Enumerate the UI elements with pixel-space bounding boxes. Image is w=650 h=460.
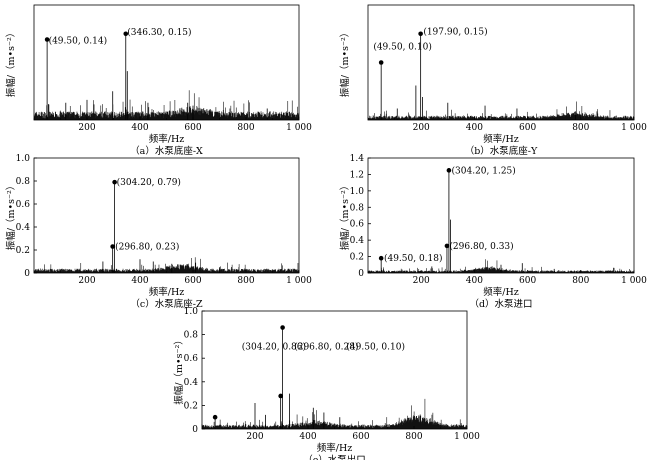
y-tick-label: 0.4 — [16, 223, 31, 233]
y-axis-label: 振幅/（m•s⁻²） — [173, 335, 185, 405]
chart-panel-a: 200 400 600 800 1 000 频率/Hz 振幅/（m•s⁻²） （a）水泵底座-… — [5, 4, 312, 157]
plot-frame — [33, 157, 300, 274]
x-tick-label: 800 — [237, 123, 254, 133]
x-tick-label: 1 000 — [286, 123, 312, 133]
peak-marker — [446, 168, 452, 173]
peak-label: (296.80, 0.28) — [294, 341, 358, 352]
y-tick-label: 0.4 — [350, 236, 365, 246]
panel-caption: （e）水泵出口 — [303, 454, 366, 460]
panel-caption: （c）水泵底座-Z — [130, 298, 203, 310]
y-tick-label: 1.0 — [16, 154, 31, 164]
peak-label: (304.20, 0.79) — [117, 177, 181, 188]
peak-label: (197.90, 0.15) — [423, 26, 487, 37]
x-tick-label: 800 — [572, 276, 589, 286]
panel-caption: （a）水泵底座-X — [130, 145, 203, 157]
x-tick-label: 400 — [466, 123, 483, 133]
peak-label: (49.50, 0.18) — [384, 253, 443, 264]
peak-marker — [444, 243, 450, 249]
chart-panel-b: 200 400 600 800 1 000 频率/Hz 振幅/（m•s⁻²） （b）水泵底座-… — [339, 4, 647, 157]
x-tick-label: 1 000 — [621, 123, 647, 133]
spectrum-trace — [201, 398, 468, 429]
y-tick-label: 0.8 — [184, 331, 199, 341]
peak-marker — [280, 325, 285, 330]
peak-marker — [378, 60, 384, 65]
x-tick-label: 600 — [184, 276, 201, 286]
spectrum-trace — [367, 101, 635, 120]
x-axis-label: 频率/Hz — [317, 442, 353, 454]
x-axis-label: 频率/Hz — [149, 133, 185, 145]
peak-label: (49.50, 0.14) — [49, 36, 108, 47]
y-tick-label: 0.6 — [16, 200, 31, 210]
y-tick-label: 0.6 — [350, 220, 365, 230]
plot-frame — [367, 4, 635, 121]
x-tick-label: 600 — [519, 276, 536, 286]
plot-frame — [33, 4, 300, 121]
y-tick-label: 0 — [24, 269, 30, 279]
y-axis-label: 振幅/（m•s⁻²） — [5, 28, 17, 98]
x-tick-label: 400 — [131, 123, 148, 133]
x-tick-label: 200 — [78, 276, 95, 286]
x-tick-label: 600 — [352, 432, 369, 442]
y-tick-label: 1.2 — [350, 170, 364, 180]
y-tick-label: 0.4 — [184, 378, 199, 388]
y-tick-label: 1.0 — [184, 307, 199, 317]
x-axis-label: 频率/Hz — [483, 133, 519, 145]
x-tick-label: 400 — [466, 276, 483, 286]
x-tick-label: 1 000 — [286, 276, 312, 286]
chart-panel-c: 200 400 600 800 1 000 0 0.2 0.4 0.6 0.8 1.0 频率/Hz 振幅… — [5, 154, 312, 310]
y-tick-label: 0.8 — [350, 203, 365, 213]
y-axis-label: 振幅/（m•s⁻²） — [339, 28, 351, 98]
peak-marker — [278, 393, 283, 399]
x-tick-label: 600 — [519, 123, 536, 133]
peak-label: (49.50, 0.10) — [346, 341, 405, 352]
peak-label: (49.50, 0.10) — [373, 41, 432, 52]
panel-caption: （d）水泵进口 — [469, 298, 532, 310]
y-tick-label: 0 — [192, 425, 198, 435]
spectrum-trace — [33, 257, 300, 273]
y-tick-label: 0.2 — [184, 401, 198, 411]
y-axis-label: 振幅/（m•s⁻²） — [339, 181, 351, 251]
x-tick-label: 1 000 — [621, 276, 647, 286]
peak-label: (346.30, 0.15) — [127, 27, 191, 38]
peak-marker — [212, 414, 218, 420]
x-tick-label: 200 — [246, 432, 263, 442]
x-tick-label: 400 — [131, 276, 148, 286]
chart-panel-d: 200 400 600 800 1 000 0 0.2 0.4 0.6 0.8 1.0 1.2 1.4 频… — [339, 154, 647, 310]
x-tick-label: 600 — [184, 123, 201, 133]
peak-marker — [418, 31, 423, 37]
peak-marker — [112, 179, 117, 185]
spectrum-trace — [33, 90, 300, 120]
x-axis-label: 频率/Hz — [483, 286, 519, 298]
peak-marker — [44, 37, 50, 42]
x-tick-label: 200 — [413, 276, 430, 286]
peak-label: (304.20, 0.86) — [242, 341, 306, 352]
peak-marker — [123, 31, 129, 37]
peak-label: (296.80, 0.33) — [449, 241, 513, 252]
peak-label: (296.80, 0.23) — [115, 242, 179, 253]
y-tick-label: 0.6 — [184, 354, 199, 364]
y-tick-label: 0.8 — [16, 177, 31, 187]
plot-frame — [201, 310, 468, 430]
y-tick-label: 1.4 — [350, 154, 365, 164]
x-tick-label: 800 — [572, 123, 589, 133]
x-tick-label: 1 000 — [454, 432, 480, 442]
peak-marker — [378, 255, 384, 261]
y-tick-label: 0.2 — [350, 253, 364, 263]
x-tick-label: 400 — [299, 432, 316, 442]
x-tick-label: 200 — [413, 123, 430, 133]
peak-marker — [110, 244, 115, 249]
x-tick-label: 200 — [78, 123, 95, 133]
x-tick-label: 800 — [405, 432, 422, 442]
y-tick-label: 1.0 — [350, 187, 365, 197]
panel-caption: （b）水泵底座-Y — [465, 145, 538, 157]
x-tick-label: 800 — [237, 276, 254, 286]
peak-label: (304.20, 1.25) — [452, 165, 516, 176]
chart-panel-e: 200 400 600 800 1 000 0 0.2 0.4 0.6 0.8 1.0 频率/Hz 振幅… — [173, 307, 480, 460]
y-tick-label: 0.2 — [16, 246, 30, 256]
y-axis-label: 振幅/（m•s⁻²） — [5, 181, 17, 251]
x-axis-label: 频率/Hz — [149, 286, 185, 298]
y-tick-label: 0 — [358, 269, 364, 279]
